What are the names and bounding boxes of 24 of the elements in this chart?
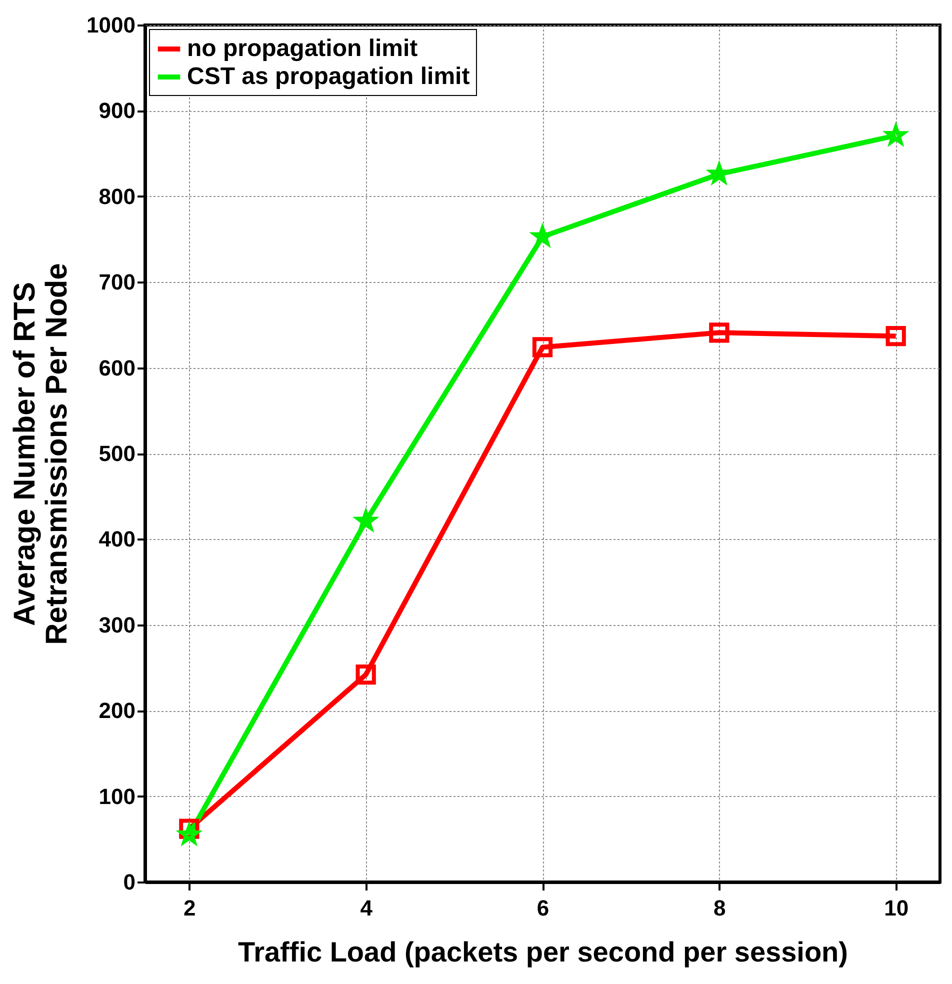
y-tick-label: 100 <box>98 784 136 809</box>
x-tick-label: 2 <box>184 896 196 920</box>
point <box>886 326 906 346</box>
y-tick-label: 0 <box>123 870 136 894</box>
y-tick-label: 300 <box>98 612 136 638</box>
y-tick-label: 200 <box>98 698 136 724</box>
y-axis-title: Average Number of RTS Retransmissions Per Node <box>8 263 74 645</box>
y-tick-label: 500 <box>98 441 136 466</box>
point <box>532 337 553 358</box>
y-tick-label: 700 <box>98 270 136 295</box>
x-tick-label: 8 <box>714 896 726 920</box>
x-tick-label: 4 <box>360 896 374 920</box>
legend-label: CST as propagation limit <box>187 63 470 90</box>
point <box>709 322 730 343</box>
y-tick-label: 400 <box>98 526 136 552</box>
x-tick-label: 10 <box>884 896 909 920</box>
y-tick-label: 900 <box>98 98 136 124</box>
y-tick-label: 800 <box>98 184 136 209</box>
y-tick-label: 1000 <box>86 12 136 38</box>
x-tick-label: 6 <box>536 896 550 920</box>
legend-label: no propagation limit <box>187 35 418 62</box>
y-tick-label: 600 <box>98 355 136 380</box>
point <box>356 664 376 685</box>
x-axis-title: Traffic Load (packets per second per session) <box>238 936 848 968</box>
